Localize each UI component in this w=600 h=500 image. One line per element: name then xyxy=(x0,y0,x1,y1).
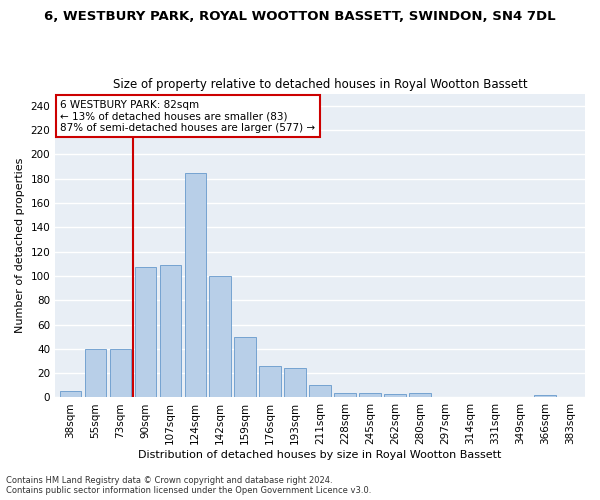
Bar xyxy=(185,172,206,398)
Bar xyxy=(134,268,156,398)
Text: 6, WESTBURY PARK, ROYAL WOOTTON BASSETT, SWINDON, SN4 7DL: 6, WESTBURY PARK, ROYAL WOOTTON BASSETT,… xyxy=(44,10,556,23)
Title: Size of property relative to detached houses in Royal Wootton Bassett: Size of property relative to detached ho… xyxy=(113,78,527,91)
Bar xyxy=(359,392,380,398)
Text: 6 WESTBURY PARK: 82sqm
← 13% of detached houses are smaller (83)
87% of semi-det: 6 WESTBURY PARK: 82sqm ← 13% of detached… xyxy=(61,100,316,133)
Bar xyxy=(535,395,556,398)
Text: Contains HM Land Registry data © Crown copyright and database right 2024.
Contai: Contains HM Land Registry data © Crown c… xyxy=(6,476,371,495)
Bar xyxy=(235,336,256,398)
Bar xyxy=(284,368,306,398)
Bar xyxy=(85,349,106,398)
Bar xyxy=(110,349,131,398)
Bar xyxy=(259,366,281,398)
Bar xyxy=(385,394,406,398)
X-axis label: Distribution of detached houses by size in Royal Wootton Bassett: Distribution of detached houses by size … xyxy=(139,450,502,460)
Bar xyxy=(310,386,331,398)
Bar xyxy=(160,265,181,398)
Bar xyxy=(59,392,81,398)
Y-axis label: Number of detached properties: Number of detached properties xyxy=(15,158,25,333)
Bar xyxy=(209,276,231,398)
Bar xyxy=(409,392,431,398)
Bar xyxy=(334,392,356,398)
